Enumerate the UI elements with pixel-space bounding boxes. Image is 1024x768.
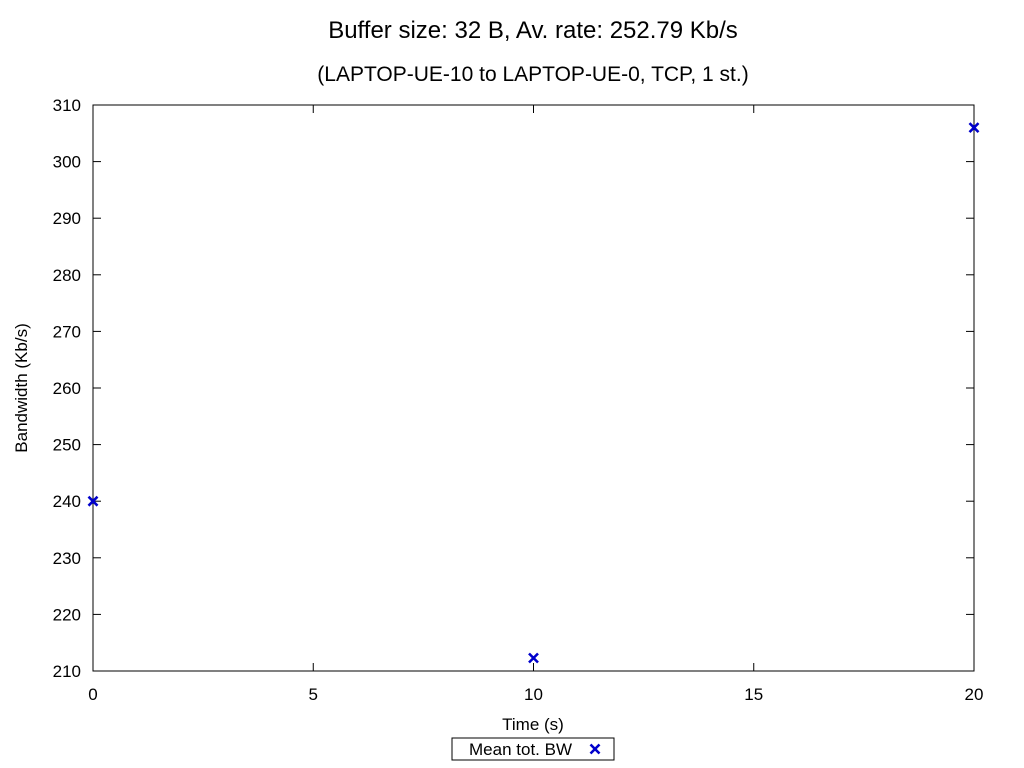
y-tick-label: 220: [53, 605, 81, 624]
y-tick-label: 250: [53, 436, 81, 455]
plot-area: [92, 104, 975, 672]
chart-title: Buffer size: 32 B, Av. rate: 252.79 Kb/s: [328, 17, 738, 44]
data-point: [87, 495, 99, 507]
x-tick-label: 5: [309, 685, 318, 704]
x-axis-label: Time (s): [502, 715, 564, 734]
y-axis-label: Bandwidth (Kb/s): [12, 323, 31, 452]
x-tick-label: 10: [524, 685, 543, 704]
y-tick-label: 260: [53, 379, 81, 398]
legend-box: [451, 737, 615, 761]
y-tick-label: 310: [53, 96, 81, 115]
y-tick-label: 270: [53, 322, 81, 341]
y-tick-label: 300: [53, 153, 81, 172]
data-points: [87, 122, 980, 664]
legend-marker-x: [589, 743, 601, 755]
x-tick-label: 0: [88, 685, 97, 704]
chart-subtitle: (LAPTOP-UE-10 to LAPTOP-UE-0, TCP, 1 st.…: [317, 63, 748, 86]
data-point: [528, 652, 539, 664]
y-tick-label: 210: [53, 662, 81, 681]
data-point: [968, 122, 980, 134]
x-axis-ticks: 0 5 10 15 20: [88, 105, 983, 704]
y-axis-ticks: 210 220 230 240 250 260 270 280 290 300 310: [53, 96, 974, 681]
y-tick-label: 290: [53, 209, 81, 228]
legend-marker: [589, 743, 601, 755]
y-tick-label: 280: [53, 266, 81, 285]
legend: Mean tot. BW: [451, 737, 615, 761]
y-tick-label: 230: [53, 549, 81, 568]
y-tick-label: 240: [53, 492, 81, 511]
x-tick-label: 20: [965, 685, 984, 704]
legend-entry-label: Mean tot. BW: [469, 740, 572, 759]
x-tick-label: 15: [744, 685, 763, 704]
